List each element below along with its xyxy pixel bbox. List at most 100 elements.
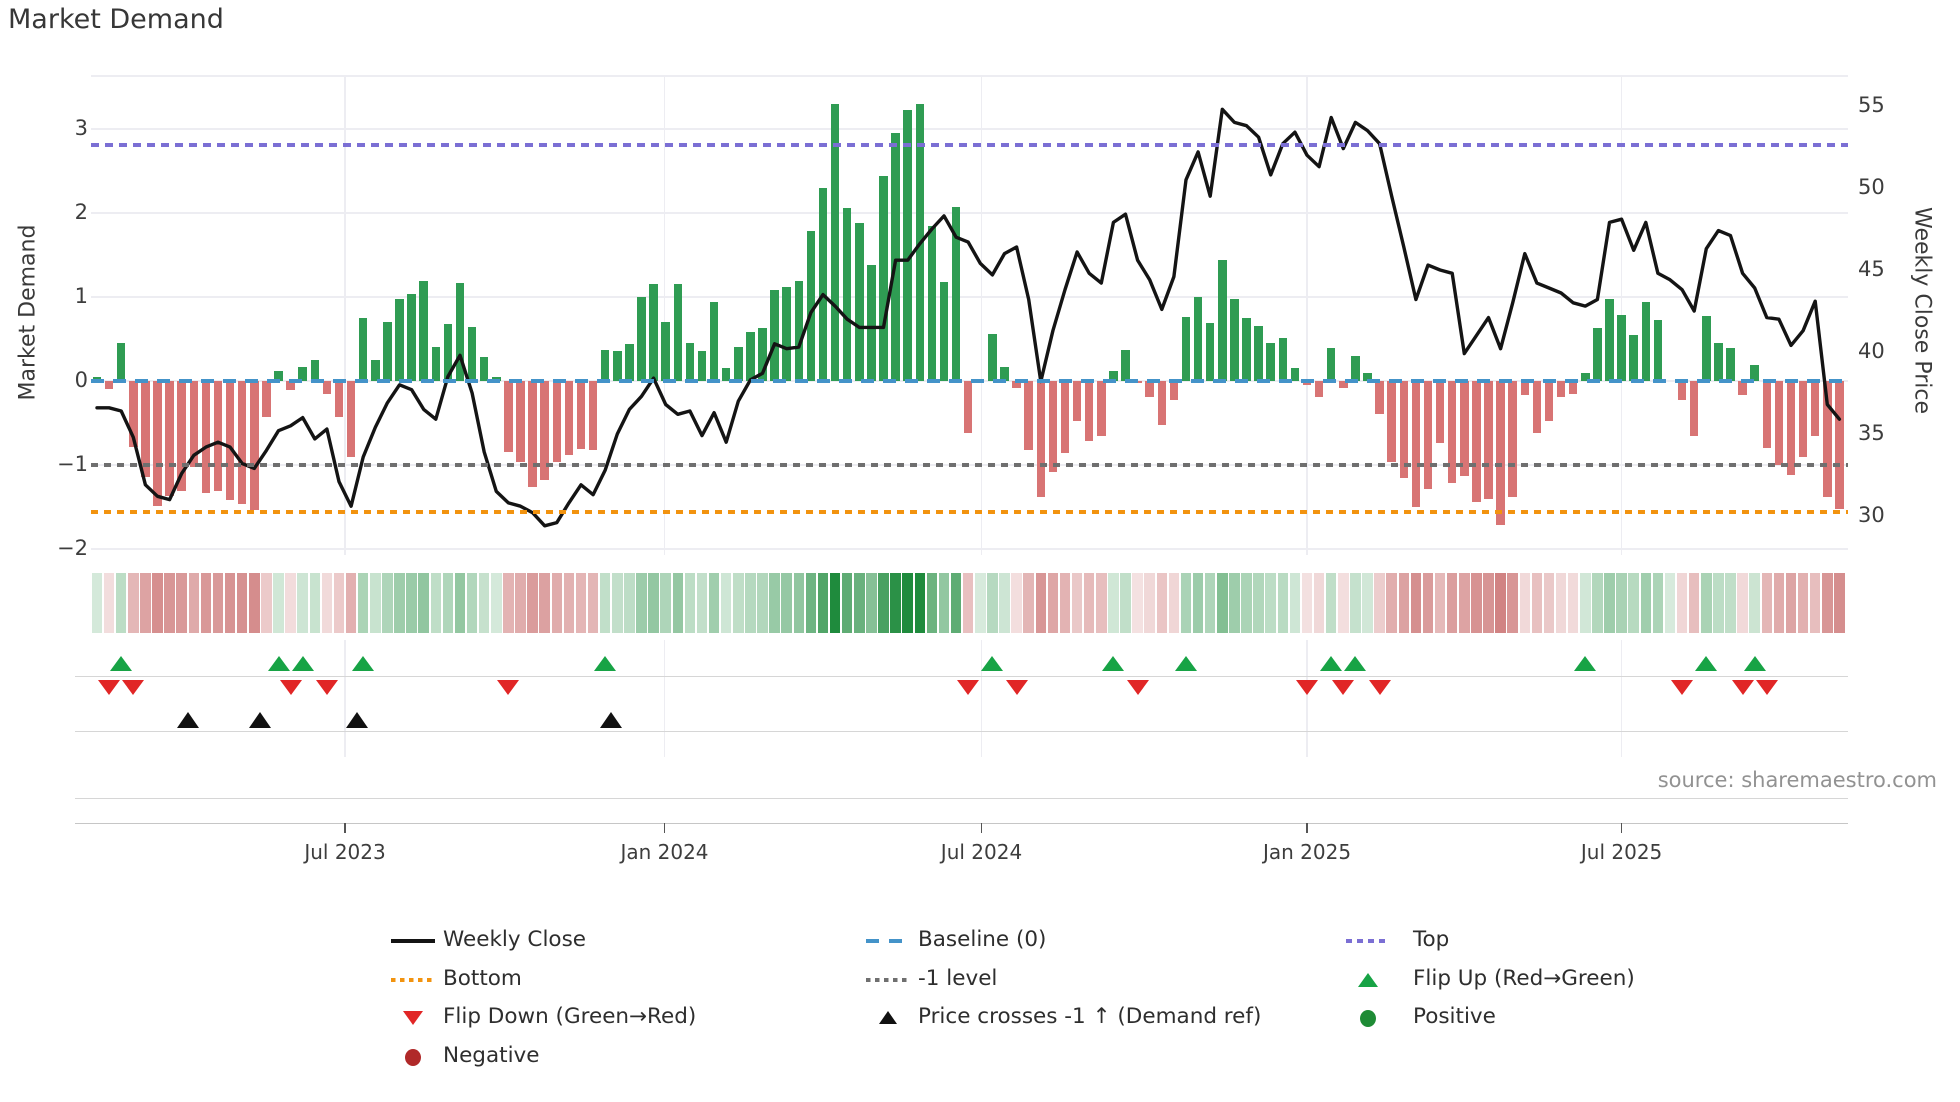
heatmap-cell bbox=[1592, 573, 1603, 633]
heatmap-cell bbox=[1217, 573, 1228, 633]
heatmap-cell bbox=[1398, 573, 1410, 633]
demand-bar-negative bbox=[1169, 381, 1179, 401]
demand-gridline bbox=[91, 296, 1848, 298]
demand-bar-positive bbox=[600, 349, 610, 381]
flip-down-marker bbox=[497, 680, 520, 695]
demand-bar-positive bbox=[310, 360, 320, 381]
heatmap-cell bbox=[1422, 573, 1434, 633]
heatmap-cell bbox=[1313, 573, 1325, 633]
demand-bar-positive bbox=[116, 343, 126, 381]
heatmap-cell bbox=[1567, 573, 1579, 633]
demand-bar-negative bbox=[504, 381, 513, 453]
demand-bar-positive bbox=[431, 346, 441, 381]
demand-bar-positive bbox=[1266, 343, 1275, 381]
demand-bar-negative bbox=[1774, 381, 1784, 465]
demand-bar-negative bbox=[576, 381, 586, 450]
minus1-level-line bbox=[91, 463, 1848, 467]
heatmap-cell bbox=[285, 573, 296, 633]
left-axis-tick-label: −2 bbox=[57, 536, 88, 560]
legend-label: Flip Down (Green→Red) bbox=[443, 1004, 697, 1029]
x-axis-tick-label: Jan 2025 bbox=[1262, 840, 1352, 864]
demand-bar-positive bbox=[951, 207, 961, 381]
demand-bar-negative bbox=[334, 381, 344, 418]
x-axis-tick bbox=[980, 823, 983, 833]
heatmap-cell bbox=[696, 573, 708, 633]
heatmap-cell bbox=[236, 573, 248, 633]
demand-gridline bbox=[91, 548, 1848, 550]
heatmap-cell bbox=[164, 573, 175, 633]
heatmap-cell bbox=[962, 573, 974, 633]
heatmap-cell bbox=[176, 573, 187, 633]
demand-bar-positive bbox=[1726, 348, 1735, 381]
demand-bar-positive bbox=[395, 298, 404, 381]
heatmap-cell bbox=[478, 573, 490, 633]
heatmap-cell bbox=[1652, 573, 1664, 633]
demand-bar-positive bbox=[1121, 349, 1130, 381]
demand-bar-negative bbox=[1556, 381, 1566, 397]
flip-down-marker bbox=[1731, 680, 1754, 695]
heatmap-cell bbox=[261, 573, 272, 633]
heatmap-cell bbox=[636, 573, 647, 633]
flip-down-marker bbox=[957, 680, 980, 695]
date-gridline-marker-band bbox=[663, 640, 666, 757]
heatmap-cell bbox=[539, 573, 550, 633]
heatmap-cell bbox=[321, 573, 333, 633]
demand-bar-negative bbox=[1387, 381, 1396, 462]
demand-bar-positive bbox=[649, 283, 658, 381]
demand-bar-negative bbox=[1568, 381, 1578, 394]
demand-bar-negative bbox=[1762, 381, 1772, 449]
demand-bar-positive bbox=[1218, 260, 1227, 381]
demand-bar-negative bbox=[1447, 381, 1457, 484]
heatmap-cell bbox=[1386, 573, 1397, 633]
demand-bar-negative bbox=[1157, 381, 1167, 425]
top-level-line bbox=[91, 143, 1848, 147]
demand-bar-negative bbox=[1084, 381, 1094, 442]
flip-up-legend-icon bbox=[1358, 973, 1378, 987]
demand-bar-positive bbox=[842, 207, 852, 381]
date-gridline bbox=[663, 75, 666, 555]
flip-up-marker bbox=[594, 656, 617, 671]
heatmap-cell bbox=[1289, 573, 1301, 633]
heatmap-cell bbox=[1737, 573, 1748, 633]
heatmap-cell bbox=[1809, 573, 1821, 633]
heatmap-cell bbox=[430, 573, 442, 633]
demand-bar-negative bbox=[1036, 381, 1046, 497]
flip-down-marker bbox=[315, 680, 338, 695]
demand-bar-positive bbox=[613, 350, 622, 381]
flip-up-marker bbox=[1574, 656, 1597, 671]
heatmap-cell bbox=[926, 573, 938, 633]
heatmap-cell bbox=[357, 573, 369, 633]
heatmap-cell bbox=[1083, 573, 1095, 633]
heatmap-cell bbox=[394, 573, 405, 633]
heatmap-cell bbox=[1434, 573, 1446, 633]
price-cross-marker bbox=[346, 712, 369, 728]
flip-down-marker bbox=[122, 680, 145, 695]
flip-up-marker bbox=[110, 656, 133, 671]
date-gridline-marker-band bbox=[1306, 640, 1308, 757]
heatmap-cell bbox=[224, 573, 236, 633]
heatmap-cell bbox=[503, 573, 514, 633]
negative-legend-icon bbox=[405, 1049, 421, 1066]
flip-up-marker bbox=[1102, 656, 1125, 671]
heatmap-cell bbox=[1555, 573, 1567, 633]
demand-bar-negative bbox=[1677, 381, 1687, 401]
demand-bar-negative bbox=[1097, 381, 1106, 437]
demand-bar-positive bbox=[419, 281, 428, 381]
demand-bar-negative bbox=[516, 381, 525, 463]
heatmap-cell bbox=[212, 573, 224, 633]
heatmap-cell bbox=[975, 573, 986, 633]
demand-bar-negative bbox=[1411, 381, 1421, 507]
demand-bar-positive bbox=[1254, 326, 1263, 381]
demand-bar-negative bbox=[1435, 381, 1445, 444]
demand-bar-positive bbox=[358, 318, 368, 381]
heatmap-cell bbox=[829, 573, 841, 633]
heatmap-cell bbox=[914, 573, 926, 633]
heatmap-cell bbox=[1096, 573, 1107, 633]
demand-bar-positive bbox=[383, 322, 392, 381]
demand-bar-positive bbox=[709, 302, 719, 381]
positive-legend-icon bbox=[1360, 1010, 1376, 1027]
heatmap-cell bbox=[1035, 573, 1047, 633]
demand-bar-negative bbox=[225, 381, 235, 501]
heatmap-cell bbox=[1350, 573, 1361, 633]
